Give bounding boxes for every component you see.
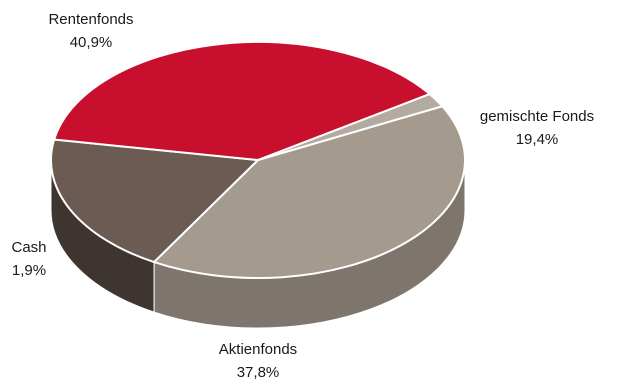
label-gemischte-fonds: gemischte Fonds 19,4% [480,108,594,148]
slice-cash [257,93,444,161]
label-rentenfonds: Rentenfonds 40,9% [48,11,133,51]
label-cash: Cash 1,9% [11,239,46,279]
slice-value-gemischte-fonds: 19,4% [516,131,559,148]
slice-value-rentenfonds: 40,9% [70,34,113,51]
slice-label-aktienfonds: Aktienfonds [219,341,297,358]
slice-rentenfonds [153,105,466,279]
slice-aktienfonds [53,41,431,161]
slice-value-aktienfonds: 37,8% [237,364,280,380]
pie-slices [50,41,466,279]
slice-label-rentenfonds: Rentenfonds [48,11,133,28]
slice-label-cash: Cash [11,239,46,256]
label-aktienfonds: Aktienfonds 37,8% [219,341,297,380]
slice-label-gemischte-fonds: gemischte Fonds [480,108,594,125]
slice-value-cash: 1,9% [12,262,46,279]
slice-gemischte-fonds [50,138,259,264]
